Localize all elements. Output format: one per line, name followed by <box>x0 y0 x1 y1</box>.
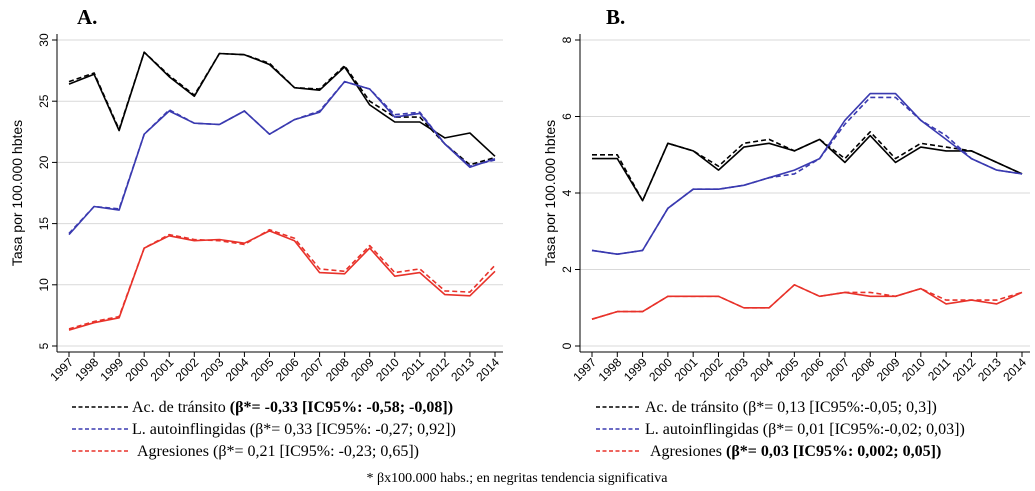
x-tick-label: 2007 <box>298 355 327 384</box>
x-tick-label: 2012 <box>950 355 979 384</box>
y-tick-label: 4 <box>560 189 574 196</box>
x-tick-label: 2000 <box>123 355 152 384</box>
x-tick-label: 2009 <box>874 355 903 384</box>
y-tick-label: 8 <box>560 36 574 43</box>
x-tick-label: 2003 <box>198 355 227 384</box>
legend-label-autoinfligidas: L. autoinflingidas (β*= 0,01 [IC95%:-0,0… <box>645 421 965 438</box>
legend-label-agresiones: Agresiones (β*= 0,03 [IC95%: 0,002; 0,05… <box>650 443 941 460</box>
chart-panel-a: 5101520253019971998199920002001200220032… <box>9 5 503 460</box>
y-tick-label: 6 <box>560 113 574 120</box>
y-tick-label: 5 <box>37 342 51 349</box>
panel-label: A. <box>77 5 97 29</box>
y-tick-label: 0 <box>560 342 574 349</box>
x-tick-label: 2002 <box>697 355 726 384</box>
x-tick-label: 2007 <box>823 355 852 384</box>
x-tick-label: 2006 <box>273 355 302 384</box>
x-tick-label: 1999 <box>621 355 650 384</box>
legend-label-agresiones: Agresiones (β*= 0,21 [IC95%: -0,23; 0,65… <box>137 443 419 460</box>
x-tick-label: 2008 <box>323 355 352 384</box>
x-tick-label: 2011 <box>399 355 427 383</box>
series-dashed-line-transito <box>68 51 496 166</box>
x-tick-label: 2001 <box>148 355 177 384</box>
series-line-autoinfligidas <box>591 92 1023 255</box>
x-tick-label: 2013 <box>975 355 1004 384</box>
y-tick-label: 2 <box>560 266 574 273</box>
series-line-autoinfligidas <box>68 80 496 236</box>
x-tick-label: 2008 <box>849 355 878 384</box>
x-tick-label: 1999 <box>97 355 126 384</box>
x-tick-label: 1997 <box>47 355 76 384</box>
x-tick-label: 2013 <box>448 355 477 384</box>
x-tick-label: 1998 <box>72 355 101 384</box>
series-dashed-line-transito <box>592 131 1023 202</box>
series-dashed-line-autoinfligidas <box>68 80 496 234</box>
x-tick-label: 2010 <box>373 355 402 384</box>
series-dashed-line-agresiones <box>591 283 1023 320</box>
legend-label-autoinfligidas: L. autoinflingidas (β*= 0,33 [IC95%: -0,… <box>132 421 456 438</box>
x-tick-label: 2011 <box>925 355 953 383</box>
x-tick-label: 2003 <box>722 355 751 384</box>
x-tick-label: 2014 <box>1000 355 1029 384</box>
x-tick-label: 2002 <box>173 355 202 384</box>
y-tick-label: 10 <box>37 278 51 292</box>
y-tick-label: 20 <box>37 155 51 169</box>
x-tick-label: 2006 <box>798 355 827 384</box>
series-dashed-line-autoinfligidas <box>591 96 1023 255</box>
footnote: * βx100.000 habs.; en negritas tendencia… <box>366 471 668 486</box>
x-tick-label: 2005 <box>248 355 277 384</box>
x-tick-label: 2004 <box>223 355 252 384</box>
panel-label: B. <box>606 5 625 29</box>
chart-panel-b: 0246819971998199920002001200220032004200… <box>542 5 1030 460</box>
y-tick-label: 15 <box>37 217 51 231</box>
x-tick-label: 1997 <box>570 355 599 384</box>
y-axis-title: Tasa por 100.000 hbtes <box>542 120 558 266</box>
x-tick-label: 2014 <box>473 355 502 384</box>
series-dashed-line-agresiones <box>68 228 496 330</box>
x-tick-label: 2001 <box>672 355 701 384</box>
series-line-transito <box>68 51 496 157</box>
x-tick-label: 2004 <box>747 355 776 384</box>
y-axis-title: Tasa por 100.000 hbtes <box>9 120 25 266</box>
x-tick-label: 2012 <box>423 355 452 384</box>
x-tick-label: 2009 <box>348 355 377 384</box>
legend-label-transito: Ac. de tránsito (β*= -0,33 [IC95%: -0,58… <box>132 399 453 416</box>
x-tick-label: 2010 <box>899 355 928 384</box>
legend-label-transito: Ac. de tránsito (β*= 0,13 [IC95%:-0,05; … <box>645 399 937 416</box>
y-tick-label: 30 <box>37 33 51 47</box>
x-tick-label: 1998 <box>596 355 625 384</box>
y-tick-label: 25 <box>37 94 51 108</box>
x-tick-label: 2005 <box>773 355 802 384</box>
x-tick-label: 2000 <box>646 355 675 384</box>
